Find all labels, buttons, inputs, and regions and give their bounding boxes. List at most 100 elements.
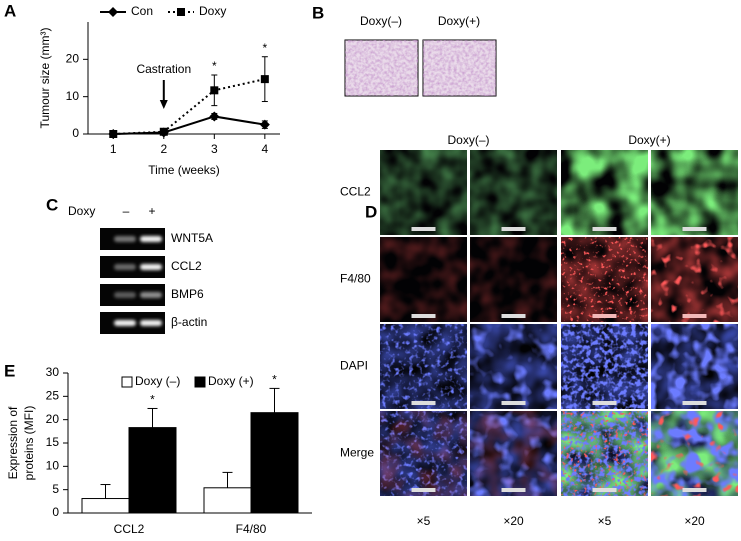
gel-band [140,264,162,270]
y-tick-label: 25 [46,389,60,403]
micrograph-texture [380,411,467,496]
marker [109,130,118,138]
significance-mark: * [272,373,277,387]
bar [128,427,177,514]
marker [210,86,219,95]
scale-bar [682,227,707,231]
column-label: Doxy(+) [438,14,480,28]
y-tick-label: 5 [52,482,59,496]
x-tick-label: 3 [211,142,218,156]
y-tick-label: 0 [52,505,59,519]
magnification-label: ×5 [598,514,612,528]
gel-band [140,236,162,242]
marker [108,7,118,17]
gene-label: CCL2 [171,259,202,273]
marker [159,127,168,136]
magnification-label: ×5 [417,514,431,528]
x-tick-label: 2 [160,142,167,156]
annotation-arrowhead [159,100,168,109]
row-label: F4/80 [340,272,371,286]
y-tick-label: 10 [46,459,60,473]
significance-mark: * [263,41,268,55]
gel-band [114,320,136,326]
gel-band [140,320,162,326]
error-bar [269,387,280,413]
scale-bar [682,314,707,318]
bar [250,412,299,514]
y-tick-label: 15 [46,435,60,449]
micrograph-texture [561,324,648,409]
series-line [113,115,266,135]
scale-bar [501,401,526,405]
histology-texture [423,40,496,96]
panel-label: B [312,3,324,22]
panel-label: C [46,195,58,214]
legend-label: Doxy [199,4,226,18]
panel-b: Doxy(–) Doxy(+) [344,14,497,97]
error-bar [147,407,158,428]
micrograph-texture [651,324,738,409]
x-tick-label: 4 [261,142,268,156]
micrograph-texture [380,150,467,235]
gene-label: WNT5A [171,231,213,245]
y-tick-label: 10 [66,89,80,103]
y-tick-label: 30 [46,365,60,379]
panel-label: E [4,361,15,380]
row-label: CCL2 [340,185,371,199]
micrograph-texture [470,324,557,409]
scale-bar [592,227,617,231]
micrograph-texture [651,411,738,496]
scale-bar [501,488,526,492]
scale-bar [682,401,707,405]
gene-label: β-actin [171,315,207,329]
micrograph-texture [561,411,648,496]
error-bar [222,471,233,488]
panel-label: A [4,1,16,20]
y-axis-label: Expression of [6,406,20,479]
y-axis-label: proteins (MFI) [22,406,36,481]
micrograph-texture [651,150,738,235]
legend-label: Doxy (+) [208,374,254,388]
gel-band [114,264,136,270]
lane-label: + [148,204,155,218]
marker [259,119,270,130]
annotation: Castration [136,62,191,76]
x-axis-label: Time (weeks) [148,163,220,177]
column-label: Doxy(–) [447,133,489,147]
panel-label: D [365,202,377,221]
treatment-label: Doxy [68,204,95,218]
scale-bar [682,488,707,492]
bar [203,487,252,514]
legend-label: Doxy (–) [135,374,180,388]
significance-mark: * [212,59,217,73]
legend-label: Con [131,4,153,18]
column-label: Doxy(–) [360,14,402,28]
significance-mark: * [150,393,155,407]
series-line [113,78,266,135]
gene-label: BMP6 [171,287,204,301]
scale-bar [411,401,436,405]
magnification-label: ×20 [503,514,524,528]
bar [81,498,130,514]
scale-bar [411,227,436,231]
scale-bar [501,227,526,231]
histology-texture [345,40,418,96]
y-tick-label: 20 [46,412,60,426]
scale-bar [411,488,436,492]
scale-bar [592,314,617,318]
row-label: Merge [340,446,374,460]
y-tick-label: 20 [66,52,80,66]
scale-bar [592,488,617,492]
y-axis-label: Tumour size (mm³) [38,28,52,129]
gel-band [114,292,136,298]
y-tick-label: 0 [72,126,79,140]
column-label: Doxy(+) [628,133,670,147]
micrograph-texture [470,411,557,496]
micrograph-texture [380,237,467,322]
micrograph-texture [561,237,648,322]
micrograph-texture [470,150,557,235]
gel-band [140,292,162,298]
magnification-label: ×20 [684,514,705,528]
gel-band [114,236,136,242]
